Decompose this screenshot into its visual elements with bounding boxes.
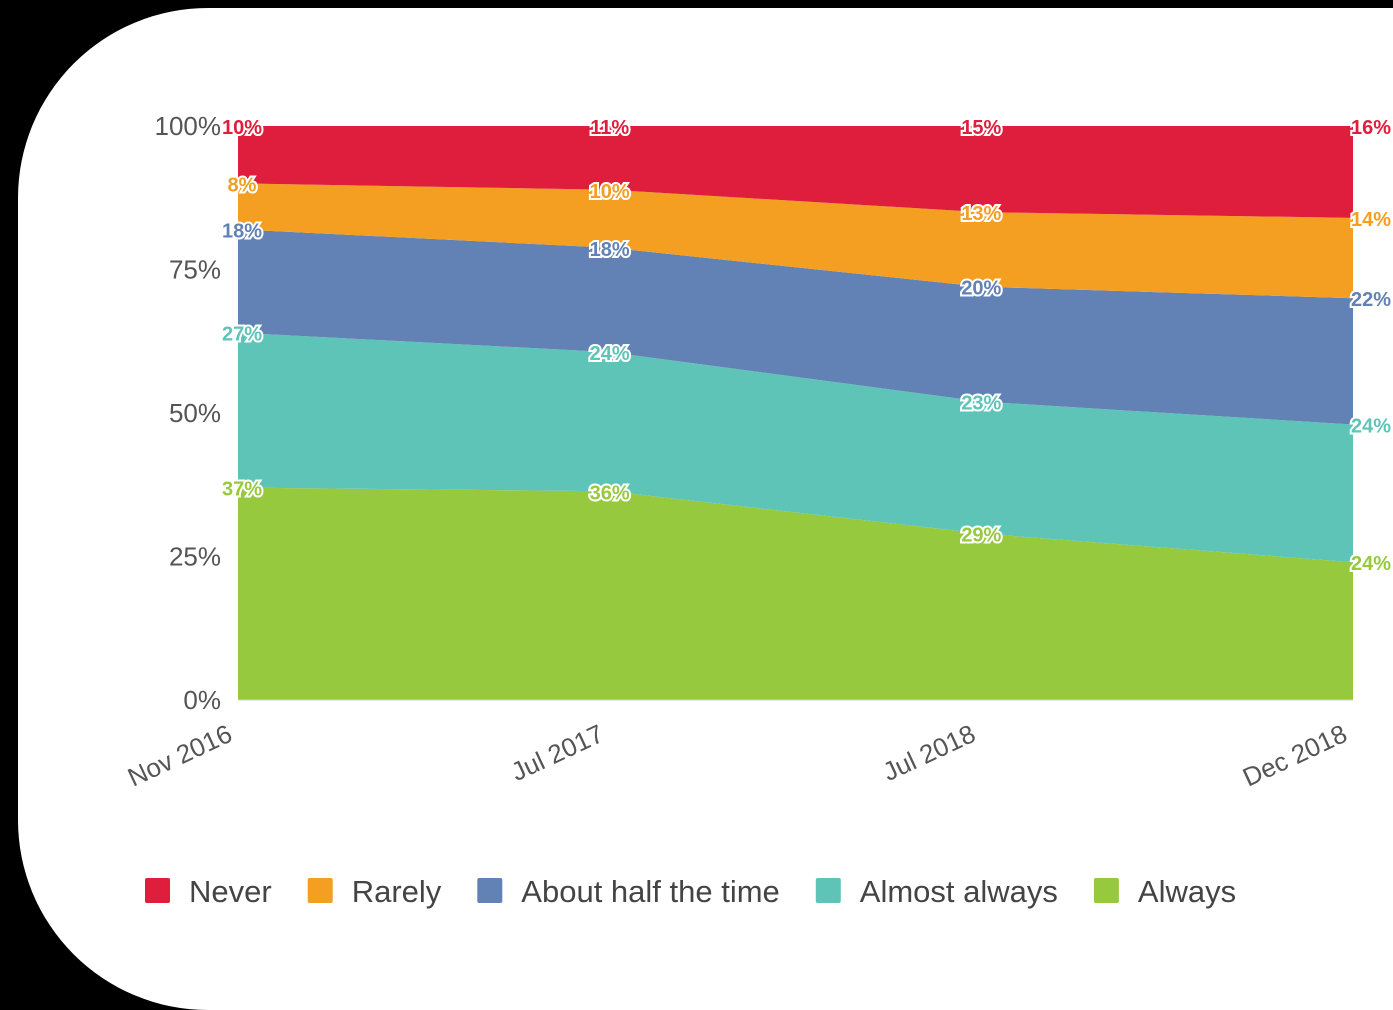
- y-tick-label: 50%: [169, 398, 221, 428]
- area-about-half-the-time: [238, 229, 1353, 425]
- data-label: 16%: [1351, 117, 1391, 139]
- data-label: 8%: [228, 174, 257, 196]
- legend-swatch: [815, 878, 841, 903]
- area-almost-always: [238, 332, 1353, 563]
- x-category-label: Jul 2017: [506, 718, 608, 787]
- area-never: [238, 126, 1353, 218]
- legend-swatch: [307, 878, 333, 903]
- y-tick-label: 75%: [169, 255, 221, 285]
- data-label: 10%: [222, 117, 262, 139]
- data-label: 18%: [222, 220, 262, 242]
- legend-swatch: [477, 878, 503, 903]
- data-label: 10%: [590, 181, 630, 203]
- data-label: 15%: [961, 117, 1001, 139]
- data-label: 37%: [222, 479, 262, 501]
- x-category-label: Nov 2016: [123, 718, 237, 792]
- legend-label: About half the time: [521, 874, 780, 909]
- area-rarely: [238, 183, 1353, 299]
- legend-swatch: [145, 878, 170, 903]
- data-label: 36%: [590, 482, 630, 504]
- y-tick-label: 0%: [183, 685, 221, 715]
- data-label: 29%: [961, 525, 1001, 547]
- data-label: 18%: [590, 239, 630, 261]
- data-label: 13%: [961, 203, 1001, 225]
- data-label: 20%: [961, 278, 1001, 300]
- data-label: 24%: [1351, 415, 1391, 437]
- legend-label: Always: [1138, 874, 1236, 909]
- x-category-label: Dec 2018: [1238, 718, 1352, 792]
- data-label: 27%: [222, 324, 262, 346]
- data-label: 24%: [1351, 553, 1391, 575]
- x-category-label: Jul 2018: [878, 718, 980, 787]
- legend-swatch: [1093, 878, 1119, 903]
- y-tick-label: 100%: [155, 111, 222, 141]
- legend-label: Never: [189, 874, 272, 909]
- legend-label: Almost always: [860, 874, 1058, 909]
- area-always: [238, 487, 1353, 700]
- data-label: 22%: [1351, 289, 1391, 311]
- data-label: 23%: [961, 393, 1001, 415]
- data-label: 11%: [590, 117, 629, 139]
- y-tick-label: 25%: [169, 542, 221, 572]
- legend-label: Rarely: [352, 874, 442, 909]
- data-label: 24%: [590, 343, 630, 365]
- data-label: 14%: [1351, 209, 1391, 231]
